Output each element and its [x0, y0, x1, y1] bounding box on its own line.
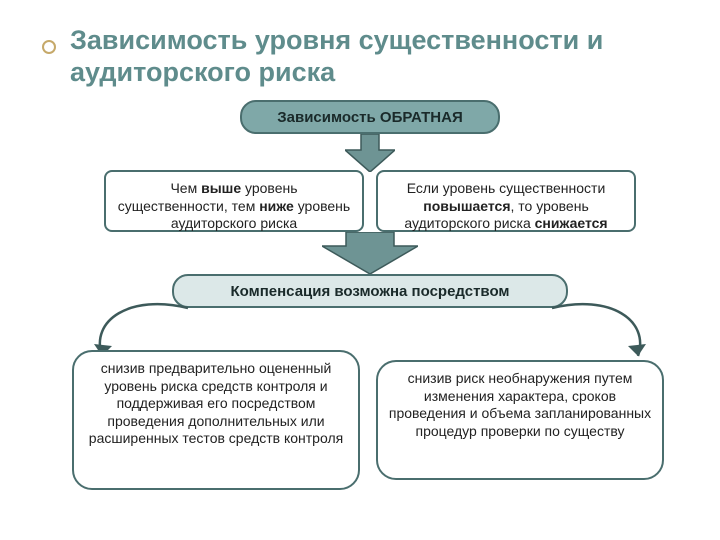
t1: Чем: [170, 180, 201, 196]
title-bullet: [42, 40, 56, 54]
header-compensation: Компенсация возможна посредством: [172, 274, 568, 308]
box-compensation-left: снизив предварительно оцененный уровень …: [72, 350, 360, 490]
box-left-bottom-text: снизив предварительно оцененный уровень …: [89, 360, 343, 446]
box-higher-lower: Чем выше уровень существенности, тем ниж…: [104, 170, 364, 232]
header-inverse-text: Зависимость ОБРАТНАЯ: [277, 109, 463, 126]
box-compensation-right: снизив риск необнаружения путем изменени…: [376, 360, 664, 480]
header-inverse: Зависимость ОБРАТНАЯ: [240, 100, 500, 134]
r1: Если уровень существенности: [407, 180, 606, 196]
h2b: Компенсация: [230, 283, 330, 300]
arrow-down-1: [345, 134, 395, 172]
box-increase-decrease: Если уровень существенности повышается, …: [376, 170, 636, 232]
r2: повышается: [423, 198, 510, 214]
r4: снижается: [535, 215, 608, 231]
h2r: возможна посредством: [330, 283, 509, 300]
t2: выше: [201, 180, 241, 196]
box-right-bottom-text: снизив риск необнаружения путем изменени…: [389, 370, 651, 439]
t4: ниже: [259, 198, 294, 214]
arrow-down-2: [322, 232, 418, 274]
page-title: Зависимость уровня существенности и ауди…: [70, 24, 690, 89]
